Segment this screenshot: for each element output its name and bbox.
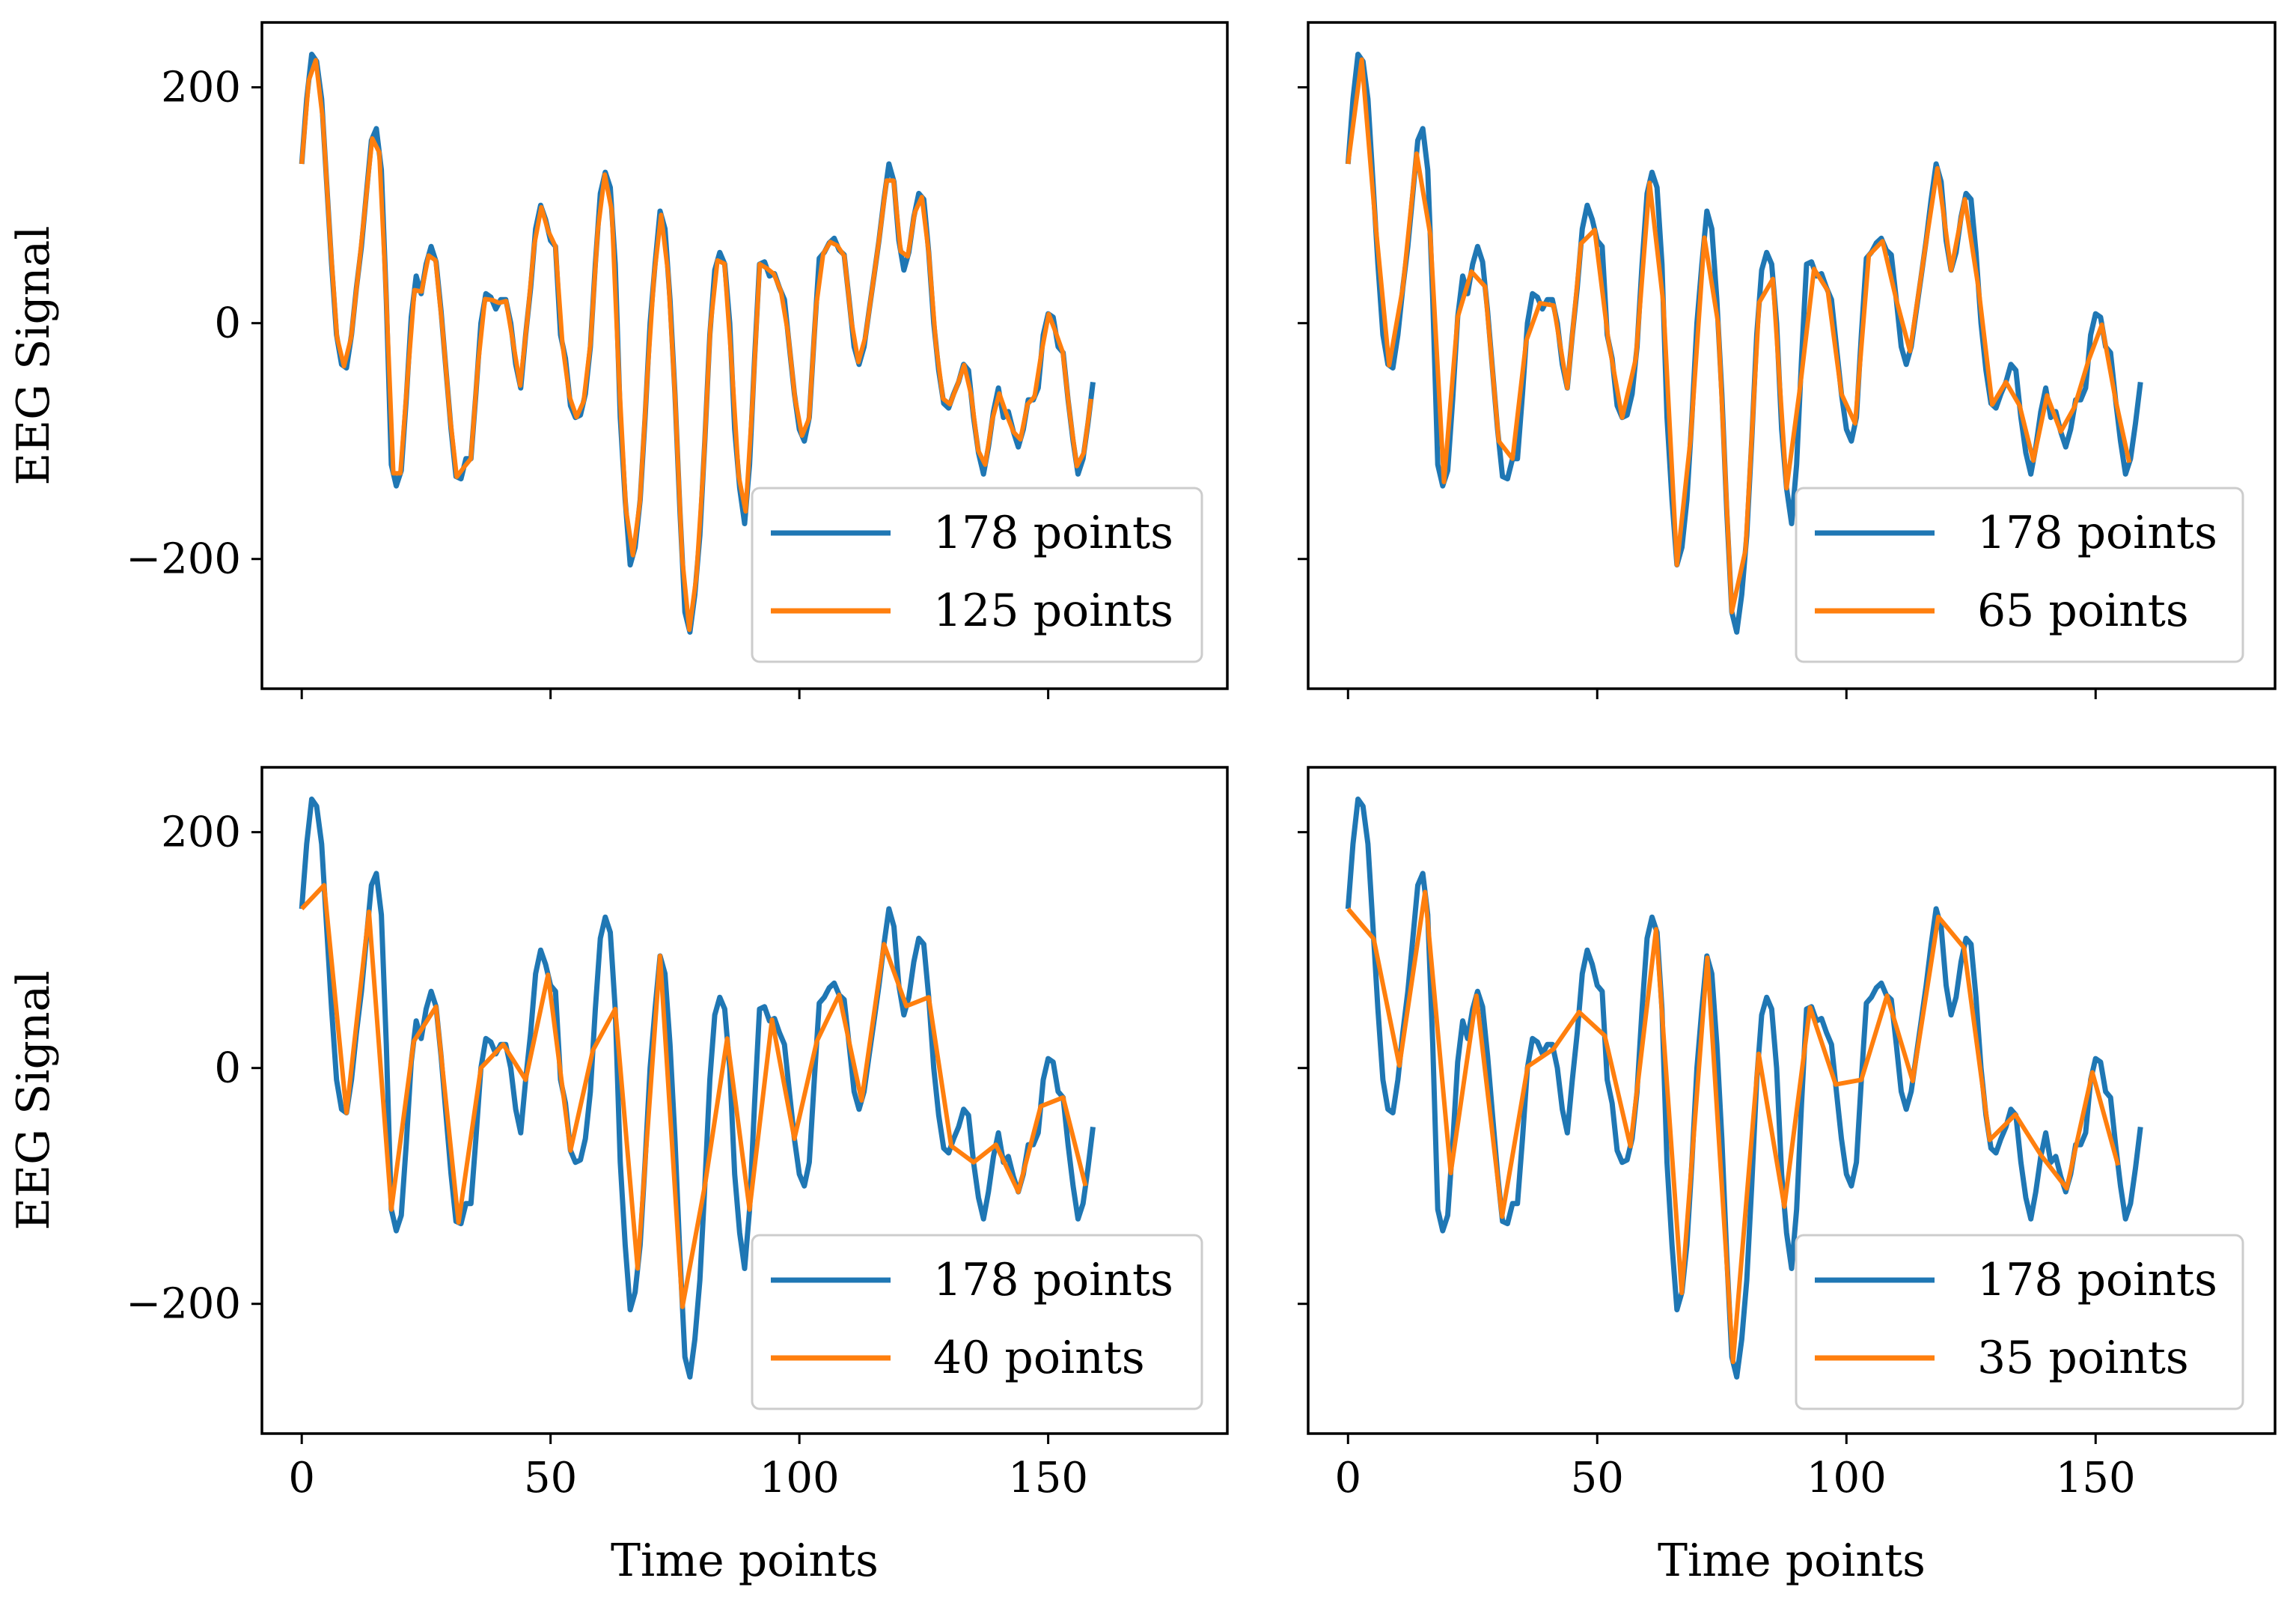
panel-bottom-right: 0 50 100 150 Time points 178 points 35 poin… (1298, 766, 2277, 1587)
tick-group: 200 0 −200 (126, 64, 1050, 699)
y-tick-label: 200 (161, 808, 241, 857)
legend-label-downsampled: 35 points (1977, 1332, 2189, 1384)
plot-area (1345, 52, 2143, 635)
y-tick-label: 200 (161, 64, 241, 112)
legend-label-original: 178 points (1977, 507, 2217, 559)
x-tick-label: 100 (760, 1454, 840, 1502)
legend: 178 points 65 points (1795, 487, 2244, 663)
legend: 178 points 35 points (1795, 1234, 2244, 1410)
legend-label-downsampled: 125 points (933, 585, 1173, 637)
legend-label-downsampled: 40 points (933, 1332, 1145, 1384)
axes-frame (1307, 21, 2277, 690)
x-axis-label: Time points (1658, 1535, 1926, 1587)
axes-frame (1307, 766, 2277, 1435)
panel-top-left: 200 0 −200 EEG Signal 178 points 125 point… (7, 21, 1229, 699)
legend: 178 points 125 points (751, 487, 1203, 663)
tick-group: 0 50 100 150 200 0 −200 (126, 808, 1088, 1502)
legend-label-original: 178 points (1977, 1254, 2217, 1306)
tick-group (1298, 86, 2097, 699)
y-axis-label: EEG Signal (7, 226, 60, 486)
x-tick-label: 150 (1008, 1454, 1088, 1502)
x-tick-label: 150 (2056, 1454, 2136, 1502)
legend-label-original: 178 points (933, 507, 1173, 559)
tick-group: 0 50 100 150 (1298, 831, 2136, 1502)
x-axis-label: Time points (611, 1535, 879, 1587)
series-line-downsampled (1346, 889, 2121, 1365)
y-tick-label: 0 (214, 1044, 241, 1093)
x-tick-label: 50 (1571, 1454, 1624, 1502)
x-tick-label: 50 (524, 1454, 577, 1502)
plot-area (299, 52, 1096, 635)
axes-frame (260, 766, 1229, 1435)
x-tick-label: 0 (1334, 1454, 1361, 1502)
y-tick-label: 0 (214, 299, 241, 348)
legend: 178 points 40 points (751, 1234, 1203, 1410)
series-line-original (299, 797, 1096, 1380)
panel-top-right: 178 points 65 points (1298, 21, 2277, 699)
series-line-downsampled (299, 58, 1093, 633)
series-line-original (1345, 797, 2143, 1380)
y-tick-label: −200 (126, 535, 241, 584)
x-tick-label: 100 (1807, 1454, 1887, 1502)
plot-area (299, 797, 1096, 1380)
y-axis-label: EEG Signal (7, 971, 60, 1231)
legend-label-downsampled: 65 points (1977, 585, 2189, 637)
y-tick-label: −200 (126, 1280, 241, 1329)
axes-frame (260, 21, 1229, 690)
series-line-downsampled (300, 883, 1088, 1309)
plot-area (1345, 797, 2143, 1380)
panel-bottom-left: 0 50 100 150 200 0 −200 EEG Signal Time points… (7, 766, 1229, 1587)
legend-label-original: 178 points (933, 1254, 1173, 1306)
x-tick-label: 0 (288, 1454, 315, 1502)
series-line-downsampled (1346, 57, 2132, 615)
